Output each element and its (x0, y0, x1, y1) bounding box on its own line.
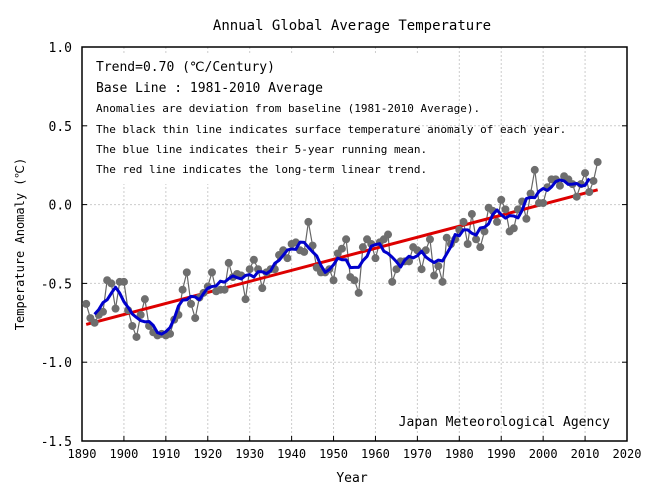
annotation-blue-line: The blue line indicates their 5-year run… (96, 143, 427, 156)
credit: Japan Meteorological Agency (399, 415, 610, 430)
data-point (182, 268, 191, 277)
data-point (589, 176, 598, 185)
y-tick-label: 0.5 (49, 120, 72, 135)
data-point (111, 304, 120, 313)
x-axis-label: Year (336, 471, 367, 486)
x-tick-label: 1960 (361, 447, 390, 461)
data-point (329, 276, 338, 285)
data-point (82, 299, 91, 308)
data-point (136, 310, 145, 319)
y-axis-label: Temperature Anomaly (℃) (13, 158, 27, 330)
x-tick-label: 1950 (319, 447, 348, 461)
data-point (555, 181, 564, 190)
annotation-black-line: The black thin line indicates surface te… (96, 123, 566, 136)
data-point (417, 265, 426, 274)
data-point (258, 284, 267, 293)
data-point (392, 265, 401, 274)
annotation-anomalies: Anomalies are deviation from baseline (1… (96, 102, 480, 115)
data-point (442, 233, 451, 242)
data-point (98, 307, 107, 316)
x-tick-label: 2020 (613, 447, 642, 461)
data-point (467, 210, 476, 219)
x-tick-label: 2010 (571, 447, 600, 461)
data-point (434, 262, 443, 271)
data-point (539, 199, 548, 208)
x-tick-label: 1920 (193, 447, 222, 461)
y-tick-label: -1.0 (41, 356, 72, 371)
x-tick-label: 1900 (109, 447, 138, 461)
x-tick-label: 1930 (235, 447, 264, 461)
data-point (522, 214, 531, 223)
data-point (585, 187, 594, 196)
x-tick-label: 1910 (151, 447, 180, 461)
chart-title: Annual Global Average Temperature (213, 18, 491, 34)
data-point (220, 285, 229, 294)
y-tick-label: -0.5 (41, 277, 72, 292)
data-point (119, 277, 128, 286)
data-point (430, 271, 439, 280)
data-point (308, 241, 317, 250)
data-point (283, 254, 292, 263)
y-tick-label: 1.0 (49, 41, 72, 56)
data-point (459, 217, 468, 226)
data-point (337, 244, 346, 253)
data-point (384, 230, 393, 239)
data-point (509, 224, 518, 233)
data-point (438, 277, 447, 286)
data-point (166, 329, 175, 338)
data-point (191, 314, 200, 323)
data-point (581, 169, 590, 178)
data-point (593, 158, 602, 167)
data-point (463, 240, 472, 248)
data-point (178, 285, 187, 294)
data-point (132, 332, 141, 341)
running-mean-line (93, 177, 591, 336)
x-tick-label: 1980 (445, 447, 474, 461)
data-point (497, 195, 506, 204)
data-point (388, 277, 397, 286)
data-point (304, 217, 313, 226)
annotation-red-line: The red line indicates the long-term lin… (96, 163, 427, 176)
data-point (476, 243, 485, 252)
y-tick-label: -1.5 (41, 435, 72, 450)
annotation-box (88, 54, 418, 184)
x-tick-label: 2000 (529, 447, 558, 461)
data-point (572, 192, 581, 201)
data-point (530, 165, 539, 174)
data-point (107, 279, 116, 288)
x-tick-label: 1970 (403, 447, 432, 461)
x-tick-label: 1890 (68, 447, 97, 461)
plot-frame (81, 46, 628, 442)
data-point (354, 288, 363, 297)
data-point (480, 227, 489, 236)
data-point (245, 265, 254, 274)
data-point (128, 321, 137, 330)
data-point (249, 255, 258, 264)
data-point (207, 268, 216, 277)
data-point (342, 235, 351, 244)
y-tick-label: 0.0 (49, 199, 72, 214)
data-point (187, 299, 195, 308)
data-point (300, 247, 309, 256)
data-point (501, 205, 510, 214)
annotation-trend: Trend=0.70 (℃/Century) (96, 60, 275, 75)
x-tick-label: 1940 (277, 447, 306, 461)
annotation-baseline: Base Line : 1981-2010 Average (96, 81, 323, 96)
data-point (241, 295, 250, 304)
data-point (425, 235, 434, 244)
x-tick-label: 1990 (487, 447, 516, 461)
data-point (371, 254, 380, 263)
data-point (493, 217, 502, 226)
data-point (224, 258, 233, 267)
data-point (350, 276, 359, 285)
trend-line (85, 188, 599, 326)
data-point (90, 318, 99, 327)
data-point (358, 243, 367, 252)
data-point (472, 235, 481, 244)
data-point (526, 189, 535, 198)
data-point (140, 295, 149, 304)
